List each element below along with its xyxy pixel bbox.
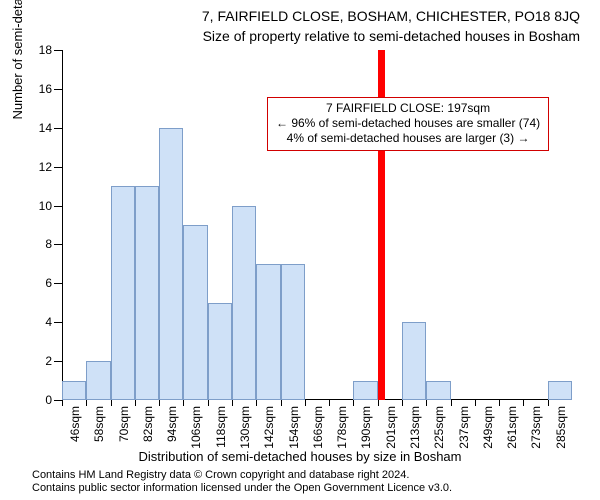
bar-slot — [159, 50, 183, 400]
x-tick — [86, 400, 87, 406]
x-tick — [256, 400, 257, 406]
bar — [256, 264, 280, 400]
y-tick-label: 6 — [28, 276, 52, 290]
x-axis-label: Distribution of semi-detached houses by … — [0, 449, 600, 464]
bar-slot — [208, 50, 232, 400]
bar — [232, 206, 256, 400]
bar-slot — [232, 50, 256, 400]
x-tick — [523, 400, 524, 406]
y-tick-label: 2 — [28, 354, 52, 368]
page-subtitle: Size of property relative to semi-detach… — [203, 28, 580, 44]
x-tick — [353, 400, 354, 406]
annotation-box: 7 FAIRFIELD CLOSE: 197sqm ← 96% of semi-… — [267, 97, 549, 151]
bar-slot — [86, 50, 110, 400]
bar-slot — [183, 50, 207, 400]
y-tick-label: 4 — [28, 315, 52, 329]
annotation-line-3: 4% of semi-detached houses are larger (3… — [276, 131, 540, 146]
x-tick — [451, 400, 452, 406]
x-tick — [232, 400, 233, 406]
annotation-line-1: 7 FAIRFIELD CLOSE: 197sqm — [276, 101, 540, 116]
x-tick — [159, 400, 160, 406]
x-tick — [62, 400, 63, 406]
x-tick — [475, 400, 476, 406]
bar — [86, 361, 110, 400]
x-tick — [499, 400, 500, 406]
chart-area: 024681012141618 46sqm58sqm70sqm82sqm94sq… — [62, 50, 572, 400]
y-tick — [54, 400, 62, 401]
y-tick-label: 0 — [28, 393, 52, 407]
bar-slot — [111, 50, 135, 400]
x-tick — [426, 400, 427, 406]
bar — [353, 381, 377, 400]
bar — [183, 225, 207, 400]
y-tick-label: 12 — [28, 160, 52, 174]
bar — [62, 381, 86, 400]
y-axis-label: Number of semi-detached properties — [10, 0, 25, 120]
bar — [159, 128, 183, 400]
y-tick — [54, 89, 62, 90]
y-tick-label: 10 — [28, 199, 52, 213]
bar — [135, 186, 159, 400]
y-tick — [54, 128, 62, 129]
y-tick-label: 14 — [28, 121, 52, 135]
bar-slot — [548, 50, 572, 400]
y-tick — [54, 283, 62, 284]
footer-attribution: Contains HM Land Registry data © Crown c… — [32, 469, 590, 497]
y-tick — [54, 167, 62, 168]
page-title: 7, FAIRFIELD CLOSE, BOSHAM, CHICHESTER, … — [202, 8, 580, 24]
x-tick — [305, 400, 306, 406]
y-tick-label: 18 — [28, 43, 52, 57]
bar-slot — [135, 50, 159, 400]
x-tick — [281, 400, 282, 406]
x-tick — [378, 400, 379, 406]
y-tick — [54, 322, 62, 323]
bar-slot — [62, 50, 86, 400]
y-tick — [54, 206, 62, 207]
y-tick-label: 16 — [28, 82, 52, 96]
x-tick — [402, 400, 403, 406]
annotation-line-2: ← 96% of semi-detached houses are smalle… — [276, 116, 540, 131]
y-tick — [54, 361, 62, 362]
bar — [111, 186, 135, 400]
footer-line-1: Contains HM Land Registry data © Crown c… — [32, 469, 590, 483]
x-tick — [135, 400, 136, 406]
bar — [208, 303, 232, 400]
x-tick — [329, 400, 330, 406]
bar — [281, 264, 305, 400]
x-tick — [548, 400, 549, 406]
footer-line-2: Contains public sector information licen… — [32, 482, 590, 496]
bar — [426, 381, 450, 400]
y-tick-label: 8 — [28, 237, 52, 251]
y-tick — [54, 244, 62, 245]
x-tick — [183, 400, 184, 406]
x-tick — [111, 400, 112, 406]
bar — [402, 322, 426, 400]
bar — [548, 381, 572, 400]
x-tick — [208, 400, 209, 406]
y-tick — [54, 50, 62, 51]
